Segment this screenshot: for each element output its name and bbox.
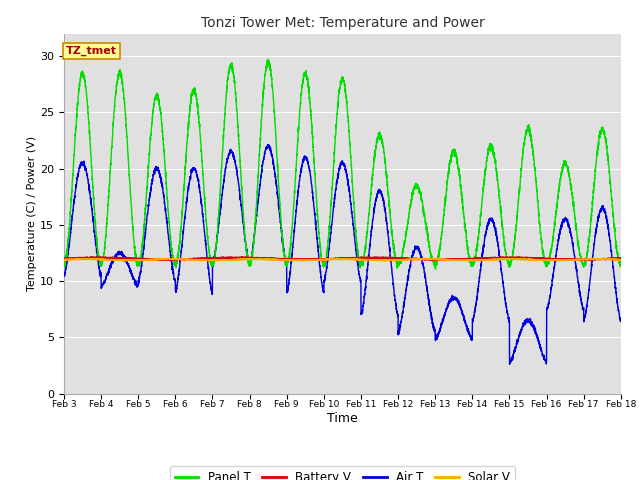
Text: TZ_tmet: TZ_tmet bbox=[66, 46, 117, 56]
Legend: Panel T, Battery V, Air T, Solar V: Panel T, Battery V, Air T, Solar V bbox=[170, 466, 515, 480]
X-axis label: Time: Time bbox=[327, 412, 358, 425]
Y-axis label: Temperature (C) / Power (V): Temperature (C) / Power (V) bbox=[28, 136, 37, 291]
Title: Tonzi Tower Met: Temperature and Power: Tonzi Tower Met: Temperature and Power bbox=[200, 16, 484, 30]
